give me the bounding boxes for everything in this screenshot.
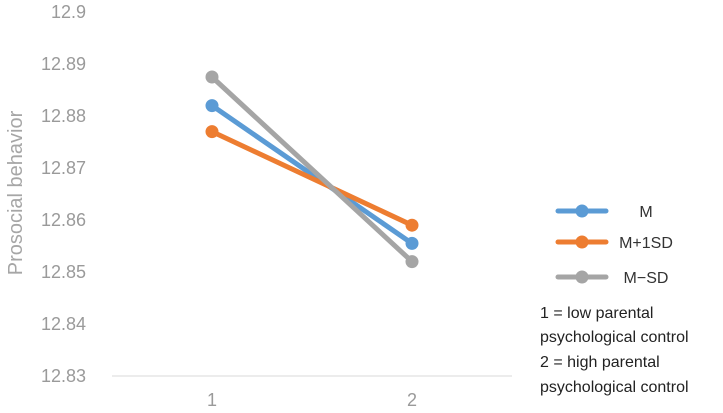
legend-swatch-marker [575, 235, 589, 249]
note-line: psychological control [540, 379, 689, 396]
y-tick-label: 12.88 [41, 106, 86, 126]
data-point [205, 125, 219, 139]
data-point [405, 255, 419, 269]
series-layer [205, 70, 419, 269]
data-point [205, 99, 219, 113]
series-3 [205, 70, 419, 269]
y-tick-labels: 12.83 12.84 12.85 12.86 12.87 12.88 12.89 12.9 [41, 2, 86, 386]
category-notes: 1 = low parental psychological control 2 =… [540, 305, 689, 396]
y-tick-label: 12.87 [41, 158, 86, 178]
legend-item: M+1SD [555, 235, 673, 252]
y-tick-label: 12.84 [41, 314, 86, 334]
series-line [209, 103, 415, 246]
legend-label: M [639, 204, 652, 221]
data-point [405, 236, 419, 250]
legend-swatch-marker [575, 204, 589, 218]
x-tick-label: 1 [207, 390, 217, 410]
data-point [405, 218, 419, 232]
y-tick-label: 12.9 [51, 2, 86, 22]
legend-label: M+1SD [619, 235, 673, 252]
y-tick-label: 12.85 [41, 262, 86, 282]
series-2 [205, 125, 419, 232]
x-tick-label: 2 [407, 390, 417, 410]
series-line [209, 74, 415, 265]
series-line [209, 129, 415, 228]
legend: M M+1SD M−SD [555, 204, 673, 287]
y-tick-label: 12.83 [41, 366, 86, 386]
y-tick-label: 12.86 [41, 210, 86, 230]
legend-swatch-marker [575, 270, 589, 284]
series-1 [205, 99, 419, 250]
y-axis-title: Prosocial behavior [5, 110, 27, 275]
note-line: 2 = high parental [540, 354, 660, 371]
legend-item: M [555, 204, 653, 221]
legend-item: M−SD [555, 270, 669, 287]
data-point [205, 70, 219, 84]
note-line: 1 = low parental [540, 305, 653, 322]
y-tick-label: 12.89 [41, 54, 86, 74]
legend-label: M−SD [624, 270, 669, 287]
note-line: psychological control [540, 329, 689, 346]
